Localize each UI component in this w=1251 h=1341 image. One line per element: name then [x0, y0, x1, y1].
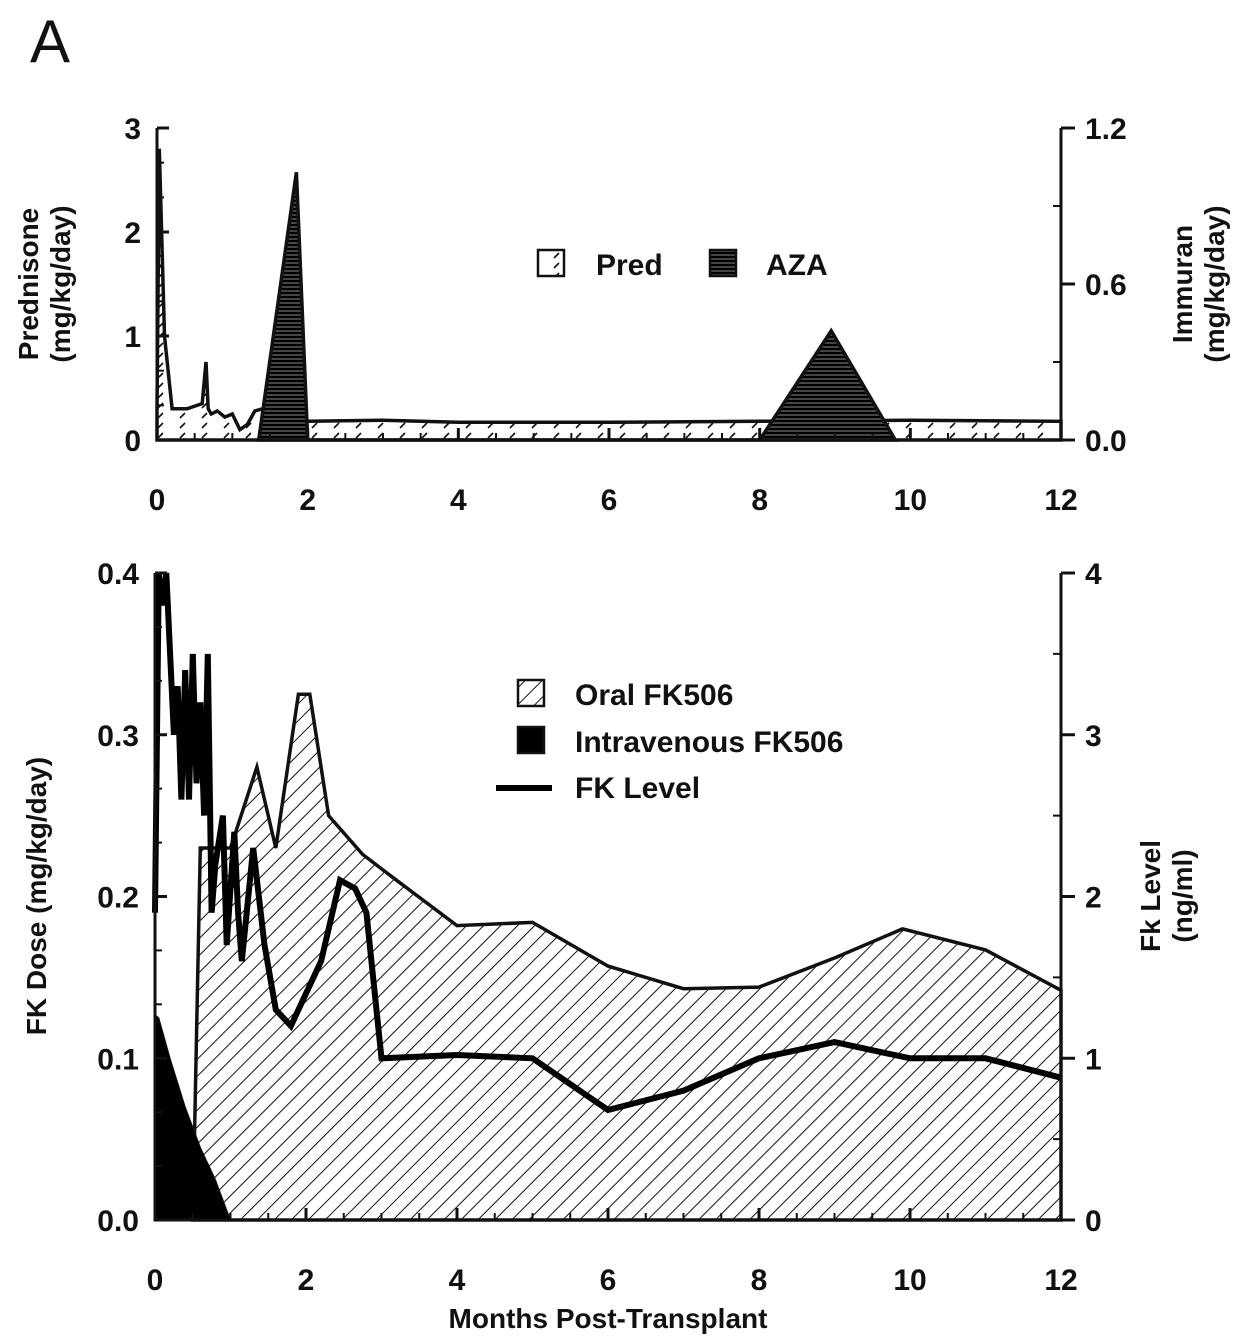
- bottom-right-y-tick-label: 0: [1085, 1205, 1102, 1238]
- top-right-y-axis-label-line: (mg/kg/day): [1199, 205, 1230, 362]
- bottom-x-tick-label: 8: [751, 1264, 768, 1297]
- legend-label-iv: Intravenous FK506: [575, 726, 843, 759]
- legend-swatch-iv: [518, 727, 544, 753]
- top-left-y-axis-label-line: (mg/kg/day): [45, 205, 76, 362]
- bottom-right-y-axis-label: Fk Level (ng/ml): [1135, 840, 1198, 952]
- legend-swatch-oral: [518, 680, 544, 706]
- bottom-panel: 0 2 4 6 8 10 12 0.0 0.1 0.2 0.3 0.4 0 1 …: [21, 558, 1198, 1334]
- bottom-x-axis-label: Months Post-Transplant: [449, 1303, 768, 1334]
- bottom-plot-area: [155, 573, 1061, 1220]
- legend-label-pred: Pred: [596, 249, 663, 282]
- bottom-right-y-tick-label: 2: [1085, 882, 1102, 915]
- bottom-right-y-axis-label-line: Fk Level: [1135, 840, 1166, 952]
- top-x-tick-label: 6: [601, 484, 618, 517]
- legend-swatch-pred: [538, 250, 564, 276]
- bottom-left-y-tick-label: 0.3: [97, 720, 139, 753]
- top-plot-area: [157, 149, 1061, 440]
- bottom-right-y-axis-label-line: (ng/ml): [1167, 849, 1198, 942]
- top-left-y-tick-label: 1: [124, 321, 141, 354]
- top-panel: 0 2 4 6 8 10 12 0 1 2 3 0.0 0.6 1.2 Pred…: [13, 113, 1230, 517]
- bottom-x-tick-label: 12: [1044, 1264, 1077, 1297]
- top-legend: Pred AZA: [538, 249, 828, 282]
- panel-label: A: [30, 8, 70, 75]
- top-x-tick-label: 8: [751, 484, 768, 517]
- top-x-tick-label: 0: [149, 484, 166, 517]
- legend-swatch-aza: [710, 250, 736, 276]
- bottom-left-y-tick-label: 0.1: [97, 1043, 139, 1076]
- top-left-y-tick-label: 2: [124, 217, 141, 250]
- top-x-tick-label: 10: [894, 484, 927, 517]
- bottom-left-y-tick-label: 0.0: [97, 1205, 139, 1238]
- top-x-tick-label: 2: [299, 484, 316, 517]
- bottom-x-tick-label: 2: [298, 1264, 315, 1297]
- bottom-right-y-tick-label: 3: [1085, 720, 1102, 753]
- bottom-right-y-tick-label: 1: [1085, 1043, 1102, 1076]
- bottom-x-tick-label: 10: [893, 1264, 926, 1297]
- top-right-y-tick-label: 0.0: [1085, 425, 1127, 458]
- bottom-legend: Oral FK506 Intravenous FK506 FK Level: [496, 679, 843, 805]
- bottom-x-tick-label: 4: [449, 1264, 466, 1297]
- bottom-left-y-tick-label: 0.2: [97, 882, 139, 915]
- top-right-y-axis-label-line: Immuran: [1167, 225, 1198, 343]
- legend-label-oral: Oral FK506: [575, 679, 733, 712]
- legend-label-aza: AZA: [766, 249, 828, 282]
- bottom-right-y-tick-label: 4: [1085, 558, 1102, 591]
- top-x-tick-label: 4: [450, 484, 467, 517]
- bottom-left-y-axis-label: FK Dose (mg/kg/day): [21, 757, 52, 1035]
- bottom-x-tick-label: 6: [600, 1264, 617, 1297]
- top-left-y-axis-label-line: Prednisone: [13, 208, 44, 360]
- bottom-left-y-axis-label-text: FK Dose (mg/kg/day): [21, 757, 52, 1035]
- top-right-y-tick-label: 0.6: [1085, 269, 1127, 302]
- bottom-x-tick-label: 0: [147, 1264, 164, 1297]
- top-left-y-tick-label: 0: [124, 425, 141, 458]
- top-left-y-tick-label: 3: [124, 113, 141, 146]
- top-left-y-axis-label: Prednisone (mg/kg/day): [13, 205, 76, 362]
- series-area-aza: [259, 172, 896, 440]
- legend-label-fk-level: FK Level: [575, 772, 700, 805]
- bottom-left-y-tick-label: 0.4: [97, 558, 139, 591]
- top-x-tick-label: 12: [1044, 484, 1077, 517]
- top-right-y-axis-label: Immuran (mg/kg/day): [1167, 205, 1230, 362]
- top-right-y-tick-label: 1.2: [1085, 113, 1127, 146]
